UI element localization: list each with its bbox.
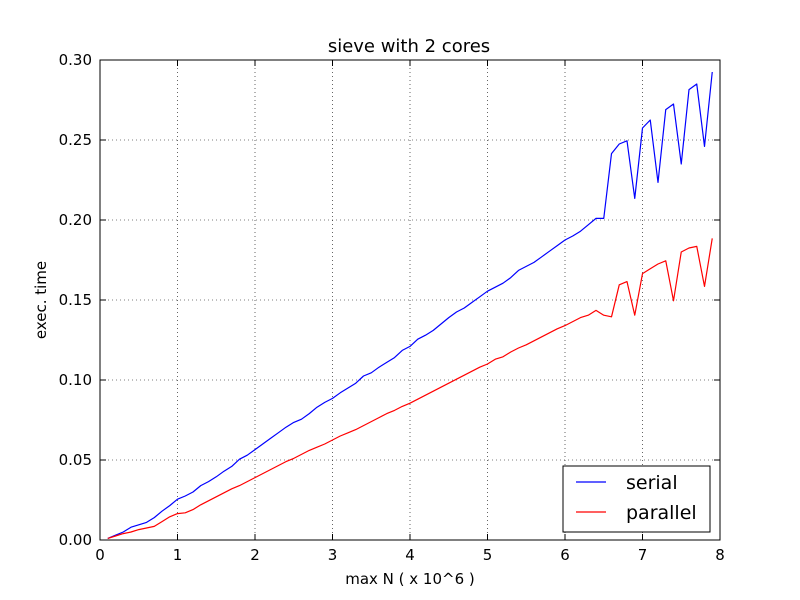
y-tick-label: 0.05	[59, 451, 92, 469]
y-tick-label: 0.00	[59, 531, 92, 549]
y-axis-label: exec. time	[32, 261, 50, 339]
x-tick-label: 8	[715, 546, 725, 564]
series-line-serial	[107, 71, 713, 539]
x-tick-label: 4	[405, 546, 415, 564]
x-tick-label: 3	[328, 546, 338, 564]
x-tick-label: 6	[560, 546, 570, 564]
x-tick-label: 0	[95, 546, 105, 564]
legend-box	[562, 465, 711, 533]
x-tick-label: 7	[638, 546, 648, 564]
legend-label-serial: serial	[626, 472, 678, 494]
y-tick-label: 0.10	[59, 371, 92, 389]
ticks: 0 1 2 3 4 5 6 7 8 0.00 0.05 0.10 0.15 0.20 0.25 0.30	[59, 51, 725, 564]
x-tick-label: 2	[250, 546, 260, 564]
legend-label-parallel: parallel	[626, 502, 697, 524]
series-line-parallel	[107, 238, 713, 539]
y-tick-label: 0.15	[59, 291, 92, 309]
series-layer	[107, 71, 713, 539]
x-tick-label: 1	[173, 546, 183, 564]
x-tick-label: 5	[483, 546, 493, 564]
y-tick-label: 0.20	[59, 211, 92, 229]
y-tick-label: 0.30	[59, 51, 92, 69]
legend: serial parallel	[562, 465, 711, 533]
x-axis-label: max N ( x 10^6 )	[345, 570, 475, 588]
chart-title: sieve with 2 cores	[328, 36, 490, 57]
gridlines	[100, 60, 720, 540]
y-tick-label: 0.25	[59, 131, 92, 149]
